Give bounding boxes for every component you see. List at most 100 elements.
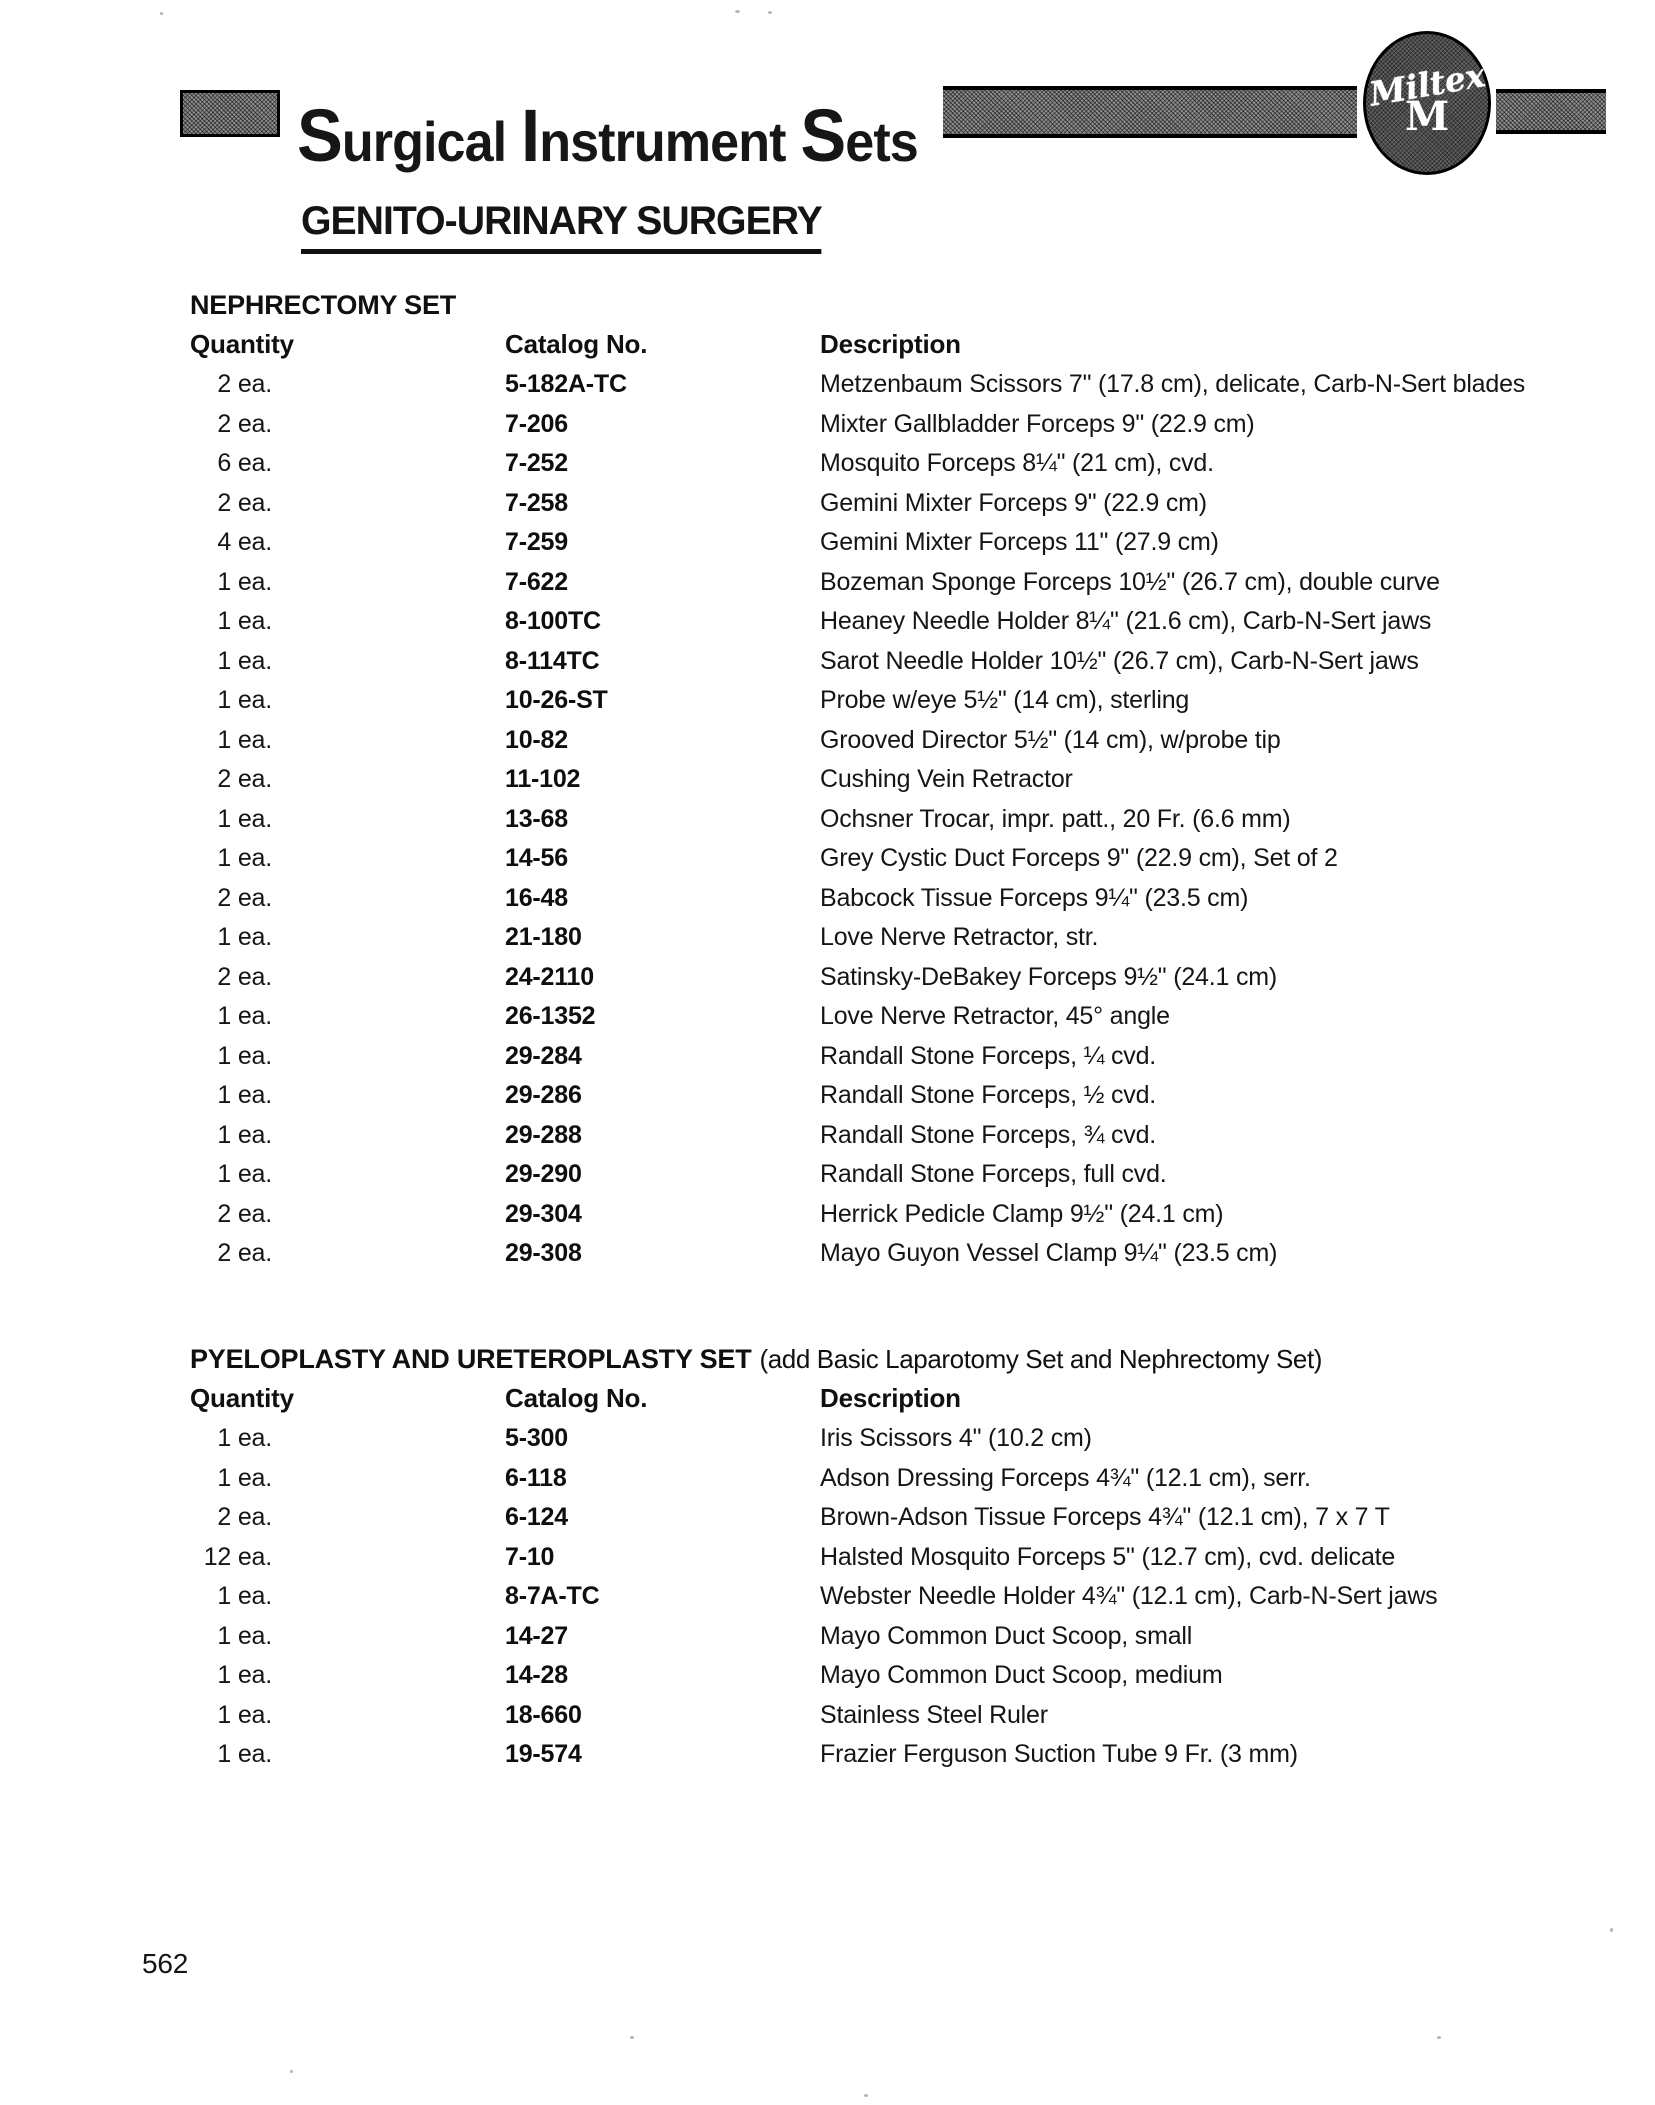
- row-description: Sarot Needle Holder 10½" (26.7 cm), Carb…: [820, 646, 1419, 675]
- row-description: Grey Cystic Duct Forceps 9" (22.9 cm), S…: [820, 844, 1338, 872]
- row-description: Cushing Vein Retractor: [820, 765, 1073, 793]
- table-row: 2 ea. 11-102 Cushing Vein Retractor: [190, 760, 1610, 800]
- section-nephrectomy-set: NEPHRECTOMY SET Quantity Catalog No. Des…: [190, 288, 1610, 1274]
- column-header-quantity: Quantity: [190, 329, 294, 359]
- column-headers: Quantity Catalog No. Description: [190, 1382, 1610, 1419]
- row-catalog-no: 21-180: [505, 923, 582, 951]
- table-row: 12 ea. 7-10 Halsted Mosquito Forceps 5" (1…: [190, 1538, 1610, 1578]
- row-catalog-no: 6-124: [505, 1503, 568, 1531]
- row-quantity: 2 ea.: [217, 883, 272, 912]
- brand-word: Surgical: [297, 93, 507, 177]
- row-quantity: 6 ea.: [217, 449, 272, 477]
- row-catalog-no: 11-102: [505, 765, 581, 793]
- scan-speck: [630, 2036, 634, 2039]
- row-catalog-no: 16-48: [505, 883, 568, 912]
- row-quantity: 1 ea.: [217, 1160, 272, 1188]
- row-quantity: 12 ea.: [203, 1542, 273, 1571]
- table-row: 1 ea. 10-82 Grooved Director 5½" (14 cm), …: [190, 721, 1610, 761]
- row-quantity: 2 ea.: [217, 1239, 272, 1267]
- row-catalog-no: 6-118: [505, 1463, 567, 1492]
- row-catalog-no: 8-114TC: [505, 646, 600, 675]
- row-quantity: 1 ea.: [217, 567, 272, 596]
- scan-speck: [290, 2070, 293, 2073]
- row-description: Brown-Adson Tissue Forceps 4¾" (12.1 cm)…: [820, 1503, 1390, 1531]
- row-catalog-no: 5-300: [505, 1424, 568, 1452]
- miltex-logo-letter: M: [1404, 93, 1450, 140]
- row-description: Babcock Tissue Forceps 9¼" (23.5 cm): [820, 883, 1249, 912]
- row-catalog-no: 13-68: [505, 804, 568, 833]
- decorative-bar-right: [1496, 89, 1606, 134]
- row-description: Herrick Pedicle Clamp 9½" (24.1 cm): [820, 1199, 1224, 1228]
- miltex-logo: Miltex M: [1363, 31, 1491, 175]
- row-quantity: 2 ea.: [217, 370, 272, 398]
- row-quantity: 1 ea.: [217, 1463, 272, 1492]
- table-row: 2 ea. 7-206 Mixter Gallbladder Forceps 9" …: [190, 405, 1610, 445]
- table-row: 2 ea. 24-2110 Satinsky-DeBakey Forceps 9½"…: [190, 958, 1610, 998]
- row-catalog-no: 29-308: [505, 1239, 582, 1267]
- table-row: 1 ea. 8-100TC Heaney Needle Holder 8¼" (21…: [190, 602, 1610, 642]
- table-row: 2 ea. 29-308 Mayo Guyon Vessel Clamp 9¼" (…: [190, 1234, 1610, 1274]
- table-row: 4 ea. 7-259 Gemini Mixter Forceps 11" (27.…: [190, 523, 1610, 563]
- row-quantity: 1 ea.: [217, 1582, 272, 1610]
- column-headers: Quantity Catalog No. Description: [190, 328, 1610, 365]
- row-description: Mosquito Forceps 8¼" (21 cm), cvd.: [820, 449, 1214, 477]
- scan-speck: [1610, 1928, 1613, 1932]
- table-row: 1 ea. 26-1352 Love Nerve Retractor, 45° an…: [190, 997, 1610, 1037]
- row-quantity: 1 ea.: [217, 1621, 272, 1650]
- row-catalog-no: 14-27: [505, 1621, 568, 1650]
- row-quantity: 1 ea.: [217, 1120, 272, 1149]
- row-description: Metzenbaum Scissors 7" (17.8 cm), delica…: [820, 370, 1526, 398]
- row-quantity: 2 ea.: [217, 488, 272, 517]
- row-quantity: 1 ea.: [217, 646, 272, 675]
- brand-word: Instrument: [521, 93, 786, 177]
- row-quantity: 1 ea.: [217, 1661, 272, 1689]
- table-row: 1 ea. 29-284 Randall Stone Forceps, ¼ cvd.: [190, 1037, 1610, 1077]
- row-description: Randall Stone Forceps, ½ cvd.: [820, 1081, 1157, 1109]
- row-catalog-no: 7-252: [505, 449, 568, 477]
- row-catalog-no: 7-259: [505, 528, 568, 556]
- brand-word: Sets: [800, 93, 918, 177]
- table-row: 2 ea. 29-304 Herrick Pedicle Clamp 9½" (24…: [190, 1195, 1610, 1235]
- row-catalog-no: 14-56: [505, 844, 568, 872]
- scan-speck: [735, 10, 740, 13]
- row-quantity: 2 ea.: [217, 962, 272, 991]
- table-row: 1 ea. 14-56 Grey Cystic Duct Forceps 9" (2…: [190, 839, 1610, 879]
- row-quantity: 1 ea.: [217, 844, 272, 872]
- table-row: 1 ea. 29-290 Randall Stone Forceps, full c…: [190, 1155, 1610, 1195]
- row-catalog-no: 14-28: [505, 1661, 568, 1689]
- column-header-catalog-no: Catalog No.: [505, 329, 648, 359]
- row-quantity: 2 ea.: [217, 1503, 272, 1531]
- row-catalog-no: 29-284: [505, 1041, 582, 1070]
- row-quantity: 2 ea.: [217, 409, 272, 438]
- row-description: Webster Needle Holder 4¾" (12.1 cm), Car…: [820, 1582, 1438, 1610]
- table-row: 1 ea. 6-118 Adson Dressing Forceps 4¾" (12…: [190, 1459, 1610, 1499]
- row-description: Randall Stone Forceps, ¼ cvd.: [820, 1041, 1157, 1070]
- scan-speck: [864, 2094, 868, 2097]
- column-header-quantity: Quantity: [190, 1383, 294, 1413]
- row-quantity: 1 ea.: [217, 1424, 272, 1452]
- row-description: Adson Dressing Forceps 4¾" (12.1 cm), se…: [820, 1463, 1311, 1492]
- row-quantity: 1 ea.: [217, 923, 272, 951]
- row-quantity: 1 ea.: [217, 1740, 272, 1768]
- row-description: Grooved Director 5½" (14 cm), w/probe ti…: [820, 725, 1281, 754]
- row-description: Mayo Common Duct Scoop, small: [820, 1621, 1193, 1650]
- row-description: Stainless Steel Ruler: [820, 1700, 1048, 1729]
- scan-speck: [768, 11, 772, 14]
- row-quantity: 1 ea.: [217, 686, 272, 714]
- table-row: 2 ea. 16-48 Babcock Tissue Forceps 9¼" (23…: [190, 879, 1610, 919]
- table-row: 1 ea. 13-68 Ochsner Trocar, impr. patt., 2…: [190, 800, 1610, 840]
- row-description: Gemini Mixter Forceps 9" (22.9 cm): [820, 488, 1207, 517]
- table-row: 2 ea. 6-124 Brown-Adson Tissue Forceps 4¾"…: [190, 1498, 1610, 1538]
- table-row: 1 ea. 8-114TC Sarot Needle Holder 10½" (26…: [190, 642, 1610, 682]
- table-row: 1 ea. 18-660 Stainless Steel Ruler: [190, 1696, 1610, 1736]
- table-row: 1 ea. 5-300 Iris Scissors 4" (10.2 cm): [190, 1419, 1610, 1459]
- row-description: Bozeman Sponge Forceps 10½" (26.7 cm), d…: [820, 567, 1440, 596]
- section-note: (add Basic Laparotomy Set and Nephrectom…: [759, 1344, 1323, 1374]
- table-row: 1 ea. 8-7A-TC Webster Needle Holder 4¾" (1…: [190, 1577, 1610, 1617]
- page-title: GENITO-URINARY SURGERY: [301, 199, 823, 255]
- scan-speck: [1437, 2036, 1441, 2039]
- row-description: Mayo Common Duct Scoop, medium: [820, 1661, 1223, 1689]
- table-row: 2 ea. 5-182A-TC Metzenbaum Scissors 7" (17…: [190, 365, 1610, 405]
- brand-title: Surgical Instrument Sets: [297, 90, 933, 182]
- row-catalog-no: 29-288: [505, 1120, 582, 1149]
